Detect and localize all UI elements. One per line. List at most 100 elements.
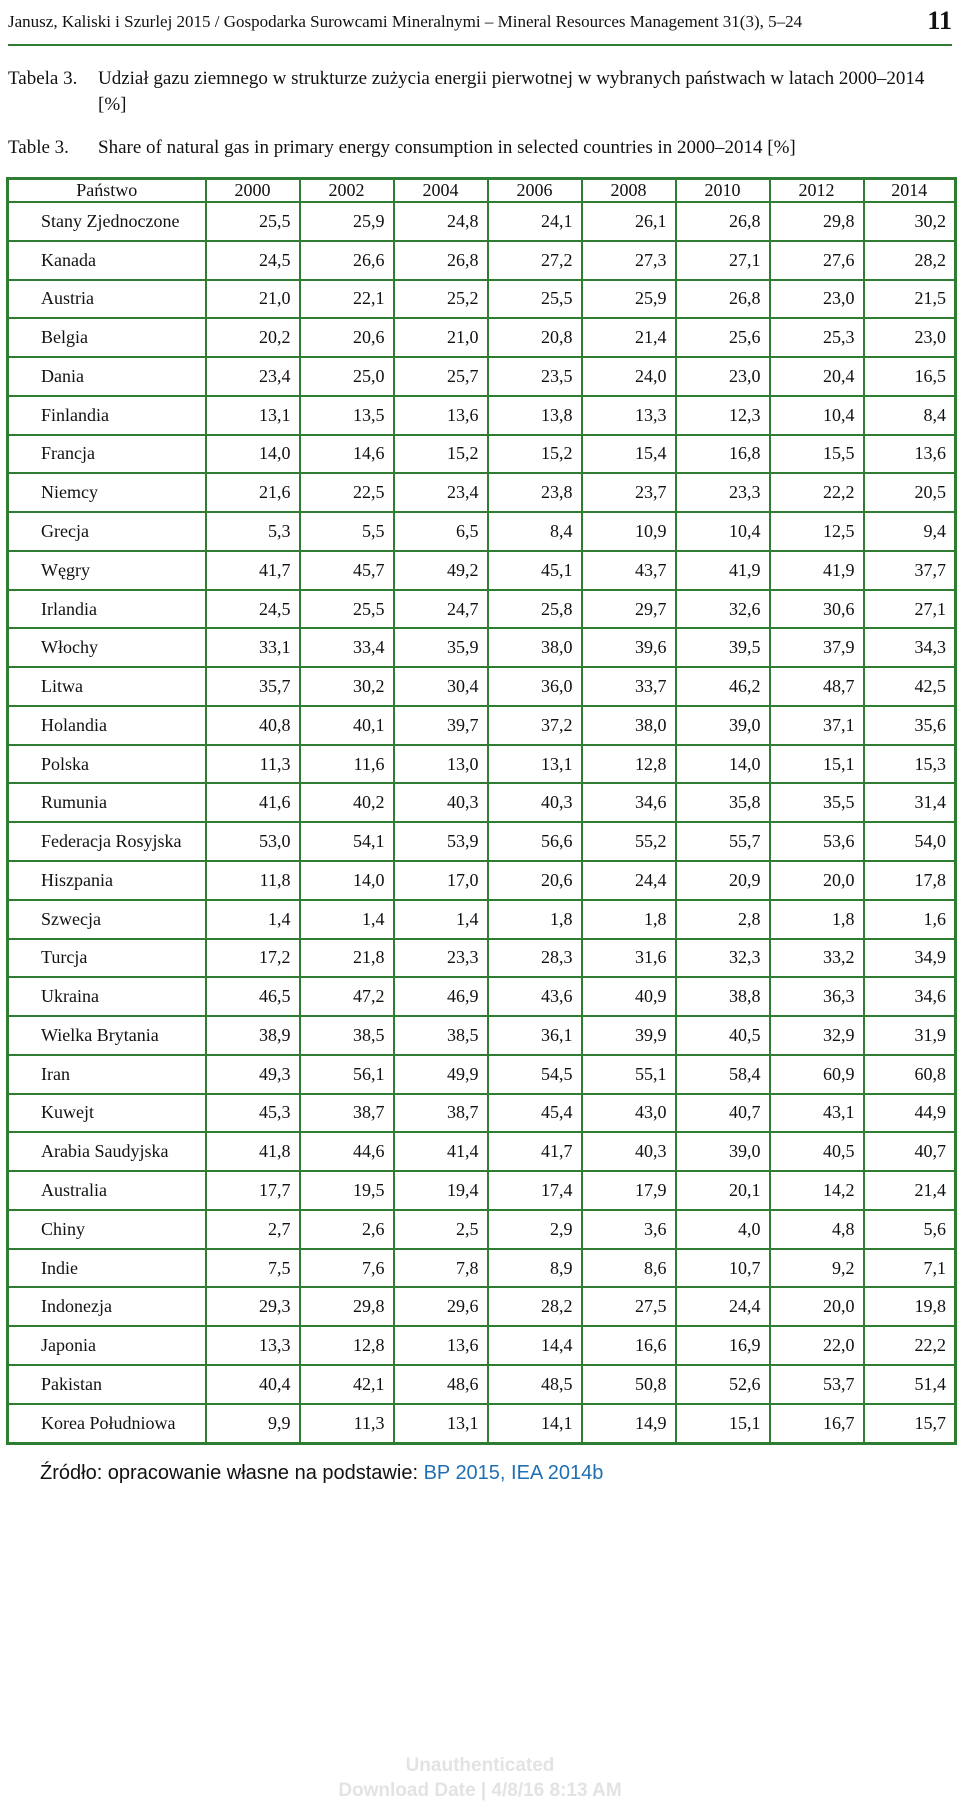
- table-row: Federacja Rosyjska 53,0 54,1 53,9 56,6 55,2 55…: [6, 821, 957, 863]
- value-cell: 20,4: [768, 356, 865, 397]
- value-cell: 36,1: [486, 1015, 583, 1056]
- value-cell: 16,9: [674, 1325, 771, 1366]
- table-row: Francja 14,0 14,6 15,2 15,2 15,4 16,8 15,5 13,6: [6, 433, 957, 475]
- header-year: 2012: [768, 177, 865, 203]
- header-year: 2000: [204, 177, 301, 203]
- value-cell: 11,6: [298, 743, 395, 785]
- table-row: Dania 23,4 25,0 25,7 23,5 24,0 23,0 20,4 16,5: [6, 356, 957, 397]
- value-cell: 29,3: [204, 1286, 301, 1328]
- value-cell: 14,1: [486, 1402, 583, 1445]
- value-cell: 35,6: [862, 704, 957, 746]
- value-cell: 2,8: [674, 898, 771, 940]
- table-row: Chiny 2,7 2,6 2,5 2,9 3,6 4,0 4,8 5,6: [6, 1208, 957, 1250]
- value-cell: 8,4: [486, 511, 583, 552]
- value-cell: 13,8: [486, 394, 583, 436]
- value-cell: 23,0: [674, 356, 771, 397]
- value-cell: 27,1: [862, 588, 957, 630]
- value-cell: 41,9: [674, 549, 771, 591]
- value-cell: 39,7: [392, 704, 489, 746]
- value-cell: 35,5: [768, 782, 865, 824]
- country-cell: Chiny: [6, 1208, 207, 1250]
- country-cell: Korea Południowa: [6, 1402, 207, 1445]
- country-cell: Kuwejt: [6, 1092, 207, 1134]
- value-cell: 22,1: [298, 278, 395, 320]
- value-cell: 12,8: [298, 1325, 395, 1366]
- value-cell: 43,0: [580, 1092, 677, 1134]
- value-cell: 10,7: [674, 1247, 771, 1289]
- value-cell: 13,1: [392, 1402, 489, 1445]
- value-cell: 1,8: [580, 898, 677, 940]
- value-cell: 1,8: [768, 898, 865, 940]
- table-row: Ukraina 46,5 47,2 46,9 43,6 40,9 38,8 36,3 34,6: [6, 976, 957, 1018]
- country-cell: Polska: [6, 743, 207, 785]
- country-cell: Szwecja: [6, 898, 207, 940]
- value-cell: 41,9: [768, 549, 865, 591]
- table-row: Stany Zjednoczone 25,5 25,9 24,8 24,1 26,1 26,…: [6, 201, 957, 242]
- value-cell: 10,4: [674, 511, 771, 552]
- value-cell: 40,5: [674, 1015, 771, 1056]
- value-cell: 31,9: [862, 1015, 957, 1056]
- value-cell: 24,7: [392, 588, 489, 630]
- value-cell: 39,6: [580, 627, 677, 669]
- value-cell: 52,6: [674, 1363, 771, 1405]
- caption-label-en: Table 3.: [8, 137, 69, 158]
- value-cell: 58,4: [674, 1053, 771, 1095]
- running-header: Janusz, Kaliski i Szurlej 2015 / Gospoda…: [8, 6, 952, 38]
- value-cell: 25,9: [298, 201, 395, 242]
- value-cell: 14,2: [768, 1170, 865, 1211]
- table-row: Japonia 13,3 12,8 13,6 14,4 16,6 16,9 22,0 22,2: [6, 1325, 957, 1366]
- value-cell: 49,9: [392, 1053, 489, 1095]
- value-cell: 1,4: [392, 898, 489, 940]
- source-note: Źródło: opracowanie własne na podstawie:…: [40, 1462, 603, 1485]
- value-cell: 6,5: [392, 511, 489, 552]
- value-cell: 54,5: [486, 1053, 583, 1095]
- value-cell: 21,5: [862, 278, 957, 320]
- value-cell: 9,4: [862, 511, 957, 552]
- value-cell: 2,9: [486, 1208, 583, 1250]
- header-year: 2010: [674, 177, 771, 203]
- table-row: Holandia 40,8 40,1 39,7 37,2 38,0 39,0 37,1 35,6: [6, 704, 957, 746]
- value-cell: 25,5: [486, 278, 583, 320]
- country-cell: Francja: [6, 433, 207, 475]
- value-cell: 31,4: [862, 782, 957, 824]
- value-cell: 34,6: [862, 976, 957, 1018]
- value-cell: 13,5: [298, 394, 395, 436]
- value-cell: 21,8: [298, 937, 395, 979]
- value-cell: 3,6: [580, 1208, 677, 1250]
- source-reference-link[interactable]: BP 2015, IEA 2014b: [423, 1462, 604, 1484]
- value-cell: 26,8: [674, 278, 771, 320]
- table-row: Irlandia 24,5 25,5 24,7 25,8 29,7 32,6 30,6 27,1: [6, 588, 957, 630]
- value-cell: 7,5: [204, 1247, 301, 1289]
- value-cell: 27,5: [580, 1286, 677, 1328]
- table-row: Turcja 17,2 21,8 23,3 28,3 31,6 32,3 33,2 34,9: [6, 937, 957, 979]
- table-row: Pakistan 40,4 42,1 48,6 48,5 50,8 52,6 53,7 51,4: [6, 1363, 957, 1405]
- value-cell: 37,7: [862, 549, 957, 591]
- value-cell: 26,8: [674, 201, 771, 242]
- value-cell: 16,8: [674, 433, 771, 475]
- value-cell: 50,8: [580, 1363, 677, 1405]
- value-cell: 16,5: [862, 356, 957, 397]
- table-row: Szwecja 1,4 1,4 1,4 1,8 1,8 2,8 1,8 1,6: [6, 898, 957, 940]
- value-cell: 25,2: [392, 278, 489, 320]
- value-cell: 21,0: [204, 278, 301, 320]
- value-cell: 28,2: [486, 1286, 583, 1328]
- value-cell: 23,5: [486, 356, 583, 397]
- value-cell: 14,6: [298, 433, 395, 475]
- value-cell: 25,8: [486, 588, 583, 630]
- country-cell: Turcja: [6, 937, 207, 979]
- table-row: Finlandia 13,1 13,5 13,6 13,8 13,3 12,3 10,4 8,4: [6, 394, 957, 436]
- value-cell: 34,9: [862, 937, 957, 979]
- table-row: Indonezja 29,3 29,8 29,6 28,2 27,5 24,4 20,0 19,…: [6, 1286, 957, 1328]
- value-cell: 23,0: [862, 317, 957, 359]
- value-cell: 60,9: [768, 1053, 865, 1095]
- header-year: 2008: [580, 177, 677, 203]
- value-cell: 11,3: [204, 743, 301, 785]
- value-cell: 14,0: [674, 743, 771, 785]
- value-cell: 23,4: [204, 356, 301, 397]
- value-cell: 22,2: [862, 1325, 957, 1366]
- value-cell: 44,6: [298, 1131, 395, 1173]
- value-cell: 15,4: [580, 433, 677, 475]
- value-cell: 14,0: [204, 433, 301, 475]
- value-cell: 19,8: [862, 1286, 957, 1328]
- country-cell: Pakistan: [6, 1363, 207, 1405]
